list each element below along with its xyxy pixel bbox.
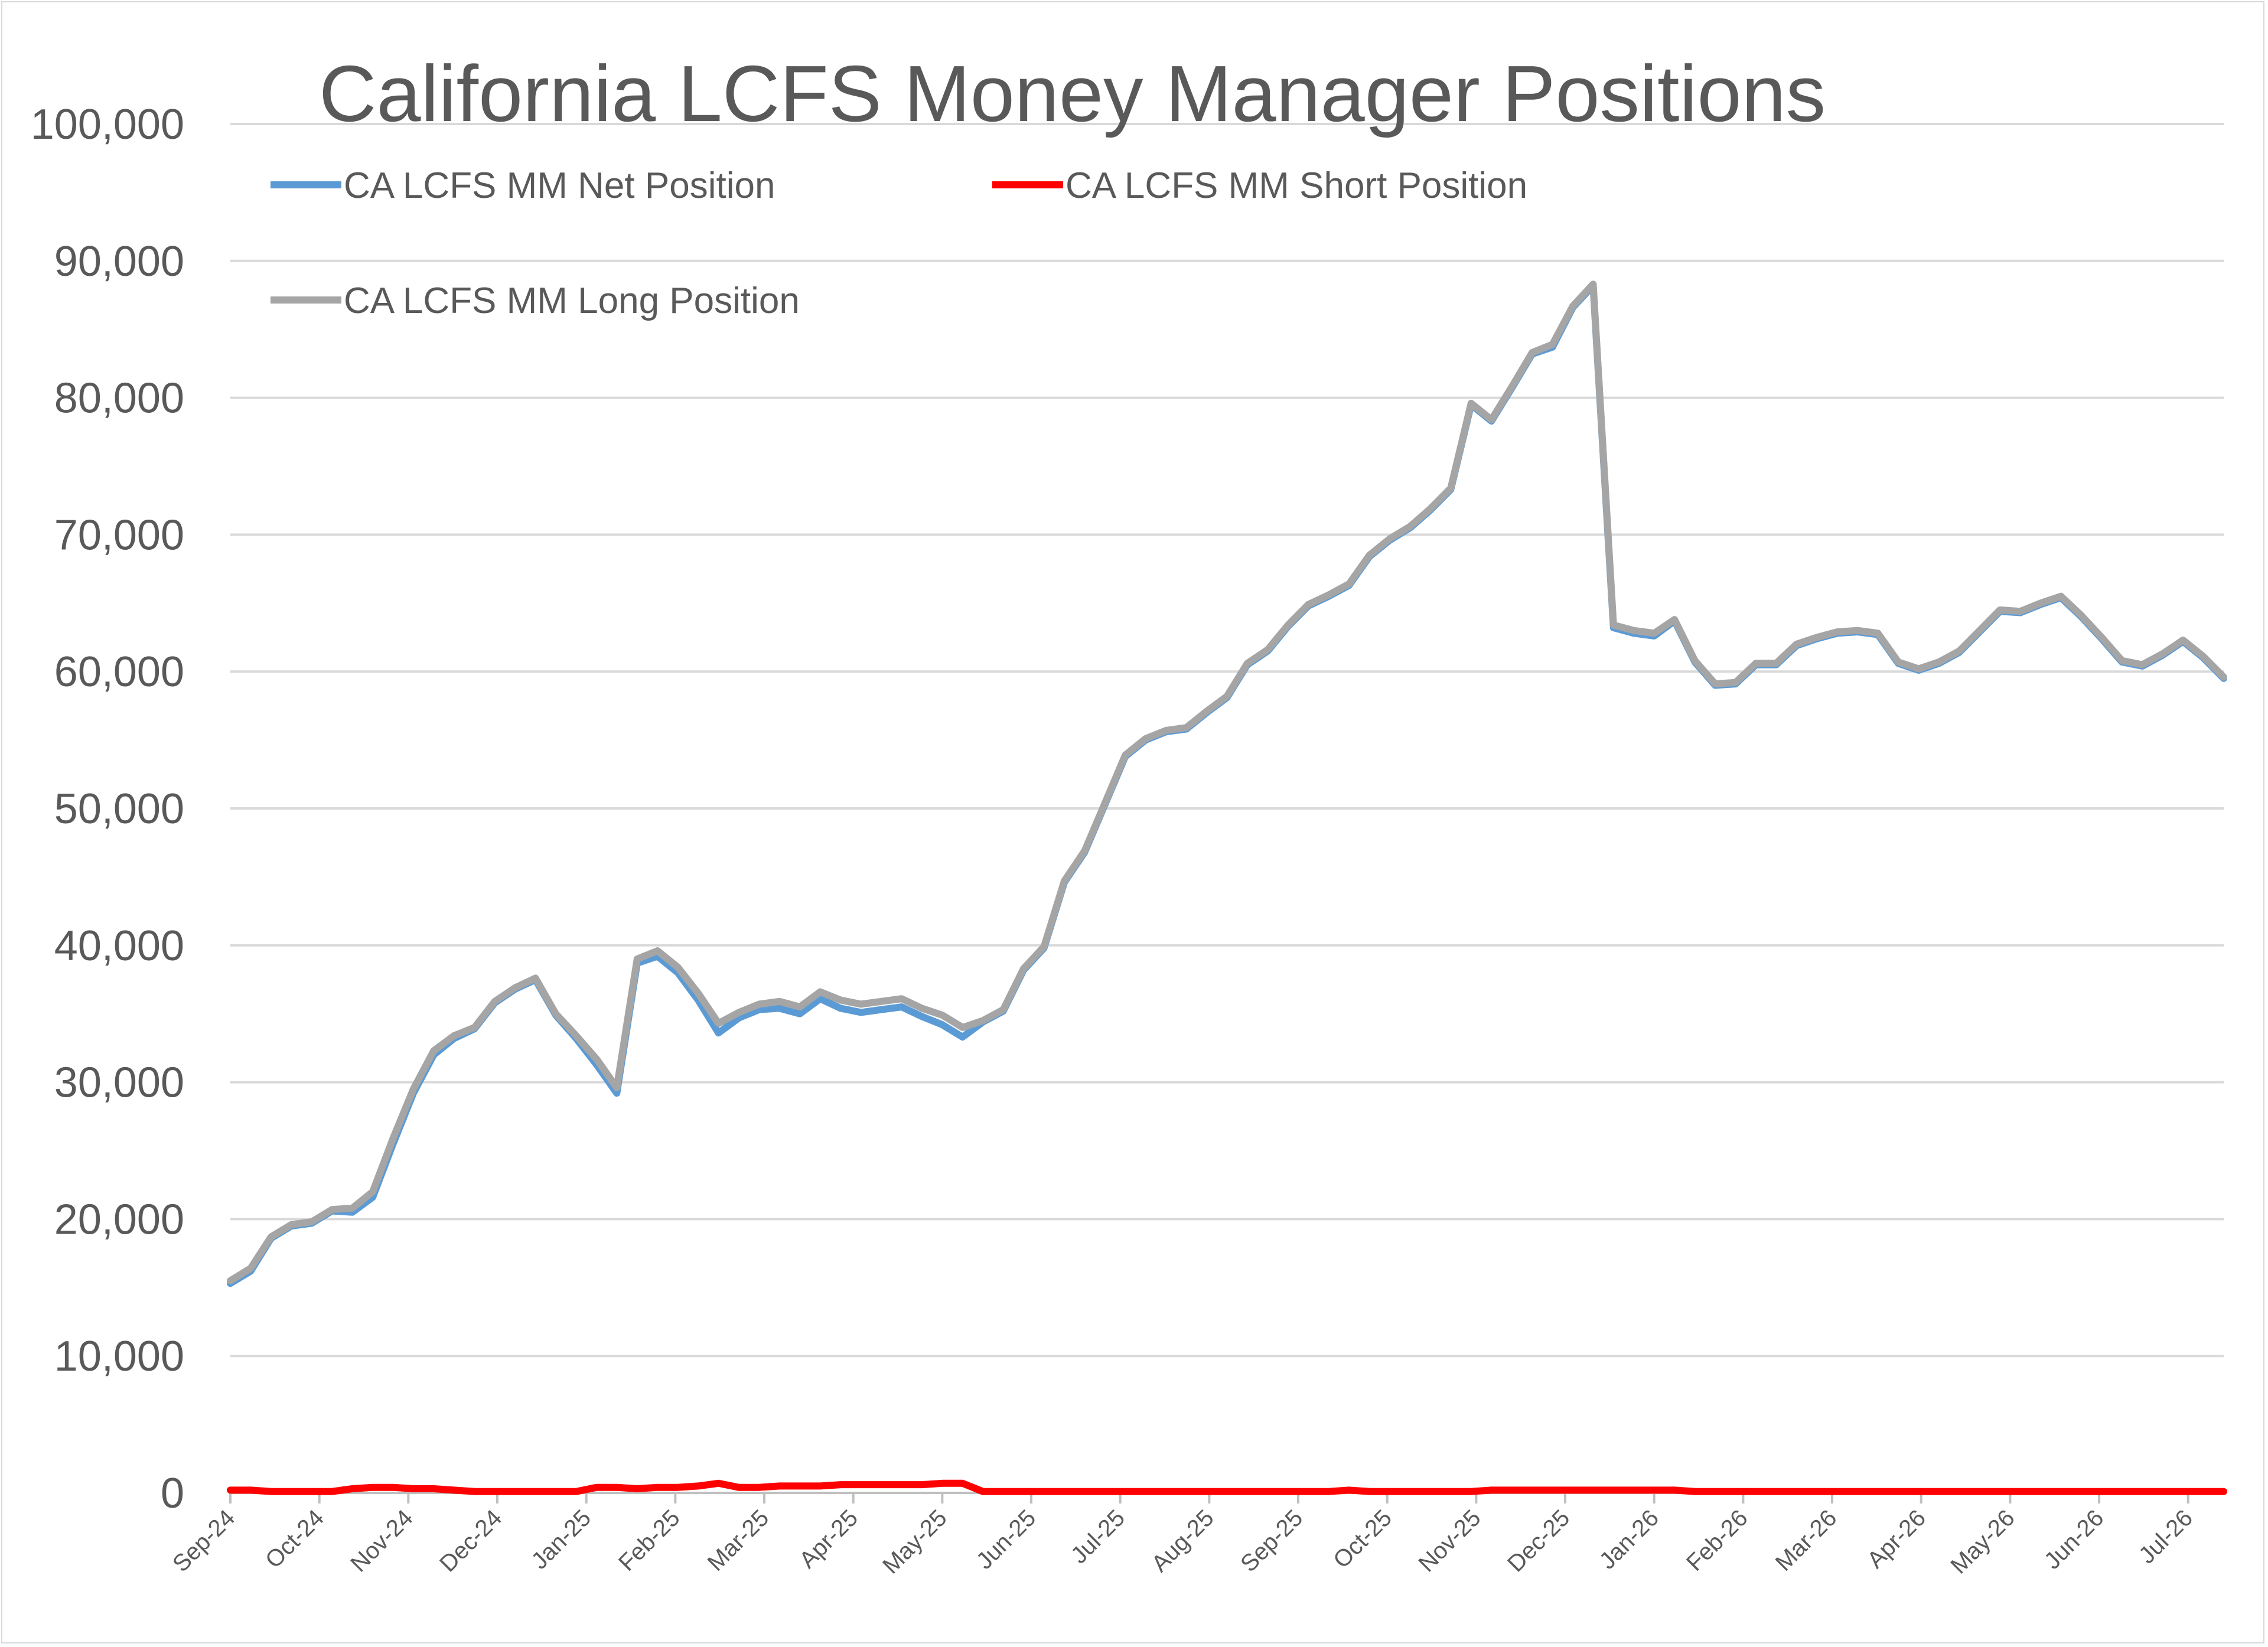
x-tick-label: Mar-26: [1771, 1505, 1842, 1576]
x-tick-label: Sep-25: [1236, 1505, 1308, 1577]
series-line-net: [227, 282, 2227, 1287]
x-tick-label: Dec-24: [435, 1505, 507, 1577]
x-tick-label: Nov-25: [1413, 1505, 1485, 1577]
x-tick-label: Jul-25: [1066, 1505, 1130, 1568]
series-line-short: [227, 1479, 2227, 1495]
y-tick-label: 30,000: [54, 1059, 184, 1107]
series-lines: [227, 281, 2227, 1495]
legend-label-short: CA LCFS MM Short Position: [1065, 165, 1527, 206]
x-tick-label: Jun-26: [2039, 1505, 2109, 1574]
x-axis-tick-labels: Sep-24 Oct-24 Nov-24 Dec-24 Jan-25 Feb-25 Mar-…: [168, 1505, 2198, 1578]
legend: CA LCFS MM Net Position CA LCFS MM Short…: [271, 165, 1527, 321]
x-tick-label: Jan-26: [1594, 1505, 1664, 1574]
x-tick-label: Feb-25: [614, 1505, 685, 1576]
y-tick-label: 50,000: [54, 785, 184, 833]
legend-label-long: CA LCFS MM Long Position: [344, 281, 800, 321]
x-tick-label: Feb-26: [1682, 1505, 1753, 1576]
y-tick-label: 40,000: [54, 922, 184, 970]
x-tick-label: Jun-25: [972, 1505, 1041, 1574]
x-tick-label: Apr-26: [1862, 1505, 1931, 1573]
x-tick-label: Oct-24: [260, 1505, 329, 1573]
gridlines: [230, 123, 2224, 1358]
y-tick-label: 100,000: [31, 101, 184, 148]
x-tick-label: Jul-26: [2134, 1505, 2198, 1568]
y-tick-label: 60,000: [54, 648, 184, 696]
y-axis-tick-labels: 0 10,000 20,000 30,000 40,000 50,000 60,000 70,…: [31, 101, 184, 1517]
x-tick-label: Mar-25: [703, 1505, 774, 1576]
y-tick-label: 90,000: [54, 238, 184, 285]
y-tick-label: 70,000: [54, 511, 184, 559]
y-tick-label: 20,000: [54, 1196, 184, 1243]
legend-label-net: CA LCFS MM Net Position: [344, 165, 775, 206]
y-tick-label: 10,000: [54, 1333, 184, 1380]
x-tick-label: Oct-25: [1328, 1505, 1397, 1573]
x-tick-label: Jan-25: [526, 1505, 596, 1574]
x-tick-label: Nov-24: [346, 1505, 418, 1577]
x-tick-label: Apr-25: [794, 1505, 863, 1573]
series-line-long: [227, 281, 2227, 1284]
x-tick-label: May-26: [1946, 1505, 2019, 1578]
y-tick-label: 0: [161, 1470, 184, 1517]
x-tick-label: May-25: [878, 1505, 951, 1578]
y-tick-label: 80,000: [54, 375, 184, 422]
x-tick-label: Dec-25: [1503, 1505, 1575, 1577]
chart-title: California LCFS Money Manager Positions: [319, 49, 1826, 138]
x-tick-label: Aug-25: [1146, 1505, 1218, 1577]
